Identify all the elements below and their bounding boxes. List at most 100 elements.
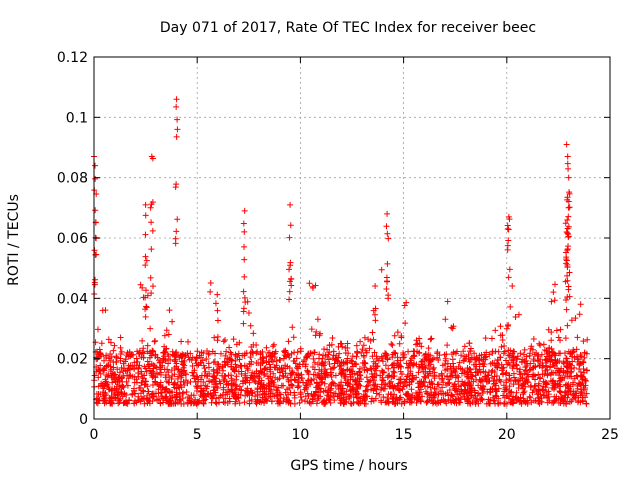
data-point [389, 382, 396, 389]
y-tick-label: 0.08 [57, 171, 88, 187]
data-point [186, 396, 193, 403]
data-point [404, 390, 411, 397]
data-point [286, 296, 293, 303]
data-point [555, 350, 562, 357]
data-point [394, 329, 401, 336]
data-point [505, 213, 512, 220]
data-point [548, 298, 555, 305]
data-point [551, 351, 558, 358]
data-point [222, 399, 229, 406]
data-point [102, 380, 109, 387]
data-point [497, 354, 504, 361]
data-point [280, 365, 287, 372]
data-point [195, 376, 202, 383]
data-point [556, 388, 563, 395]
data-point [353, 353, 360, 360]
data-point [441, 398, 448, 405]
data-point [194, 348, 201, 355]
data-point [541, 346, 548, 353]
data-point [458, 388, 465, 395]
data-point [380, 394, 387, 401]
data-point [138, 368, 145, 375]
data-point [400, 383, 407, 390]
data-point [567, 362, 574, 369]
data-point [379, 374, 386, 381]
data-point [354, 371, 361, 378]
data-point [344, 366, 351, 373]
data-point [442, 316, 449, 323]
data-point [96, 346, 103, 353]
data-point [92, 276, 99, 283]
data-point [204, 391, 211, 398]
data-point [388, 340, 395, 347]
data-point [521, 398, 528, 405]
data-point [347, 381, 354, 388]
data-point [317, 385, 324, 392]
data-point [329, 335, 336, 342]
data-point [142, 253, 149, 260]
data-point [129, 391, 136, 398]
data-point [418, 343, 425, 350]
data-point [179, 361, 186, 368]
data-point [222, 373, 229, 380]
data-point [239, 378, 246, 385]
data-point [581, 375, 588, 382]
data-point [467, 345, 474, 352]
data-point [461, 343, 468, 350]
data-point [580, 359, 587, 366]
data-point [394, 357, 401, 364]
data-point [299, 361, 306, 368]
data-point [101, 383, 108, 390]
data-point [104, 373, 111, 380]
data-point [564, 160, 571, 167]
data-point [371, 349, 378, 356]
data-point [198, 359, 205, 366]
data-point [202, 396, 209, 403]
data-point [579, 398, 586, 405]
data-point [224, 361, 231, 368]
data-point [143, 257, 150, 264]
data-point [333, 352, 340, 359]
data-point [571, 375, 578, 382]
data-point [105, 361, 112, 368]
data-point [228, 363, 235, 370]
data-point [246, 379, 253, 386]
data-point [420, 368, 427, 375]
data-point [244, 388, 251, 395]
data-point [384, 355, 391, 362]
data-point [110, 359, 117, 366]
data-point [522, 364, 529, 371]
data-point [269, 351, 276, 358]
data-point [573, 372, 580, 379]
data-point [385, 398, 392, 405]
data-point [456, 359, 463, 366]
data-point [353, 342, 360, 349]
data-point [117, 334, 124, 341]
data-point [304, 351, 311, 358]
data-point [440, 379, 447, 386]
data-point [341, 374, 348, 381]
data-point [108, 394, 115, 401]
data-point [304, 368, 311, 375]
data-point [117, 344, 124, 351]
data-point [97, 350, 104, 357]
data-point [339, 367, 346, 374]
data-point [545, 393, 552, 400]
data-point [512, 313, 519, 320]
data-point [191, 367, 198, 374]
data-point [516, 377, 523, 384]
data-point [428, 397, 435, 404]
data-point [556, 378, 563, 385]
data-point [158, 369, 165, 376]
data-point [528, 399, 535, 406]
data-point [306, 399, 313, 406]
data-point [131, 387, 138, 394]
data-point [268, 352, 275, 359]
data-point [142, 231, 149, 238]
data-point [143, 368, 150, 375]
data-point [517, 366, 524, 373]
data-point [448, 392, 455, 399]
data-point [276, 375, 283, 382]
data-point [167, 356, 174, 363]
data-point [213, 369, 220, 376]
